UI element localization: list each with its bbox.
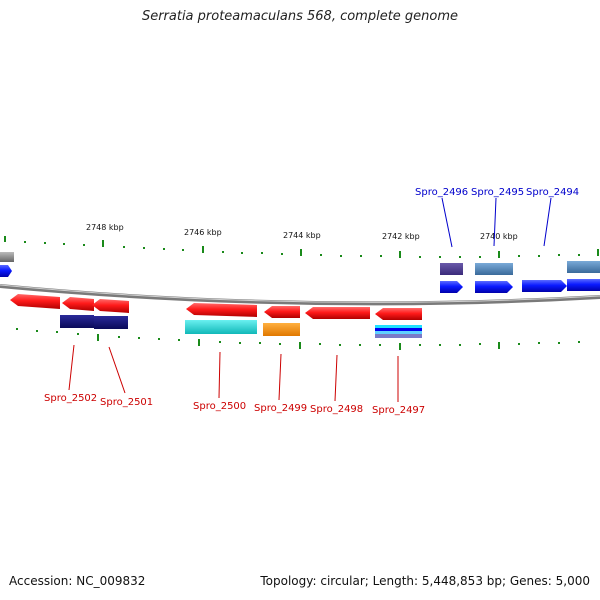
gene-red-3 bbox=[92, 299, 129, 313]
gene-spro-2494 bbox=[522, 280, 567, 292]
gene-spro-2499 bbox=[263, 323, 300, 336]
accession-text: Accession: NC_009832 bbox=[9, 574, 146, 588]
reverse-gene-labels: Spro_2502 Spro_2501 Spro_2500 Spro_2499 … bbox=[44, 344, 425, 416]
gene-red-5 bbox=[264, 306, 300, 318]
gene-spro-2501 bbox=[94, 316, 128, 329]
gene-red-2 bbox=[62, 297, 94, 311]
gene-label-spro-2500: Spro_2500 bbox=[193, 401, 246, 412]
gene-red-1 bbox=[10, 294, 60, 309]
inner-tick-row bbox=[16, 328, 580, 350]
gene-label-spro-2502: Spro_2502 bbox=[44, 393, 97, 404]
forward-gene-labels: Spro_2496 Spro_2495 Spro_2494 bbox=[415, 187, 579, 248]
genome-backbone bbox=[0, 284, 600, 306]
genome-backbone-highlight bbox=[0, 284, 600, 303]
genome-summary-text: Topology: circular; Length: 5,448,853 bp… bbox=[260, 574, 590, 588]
gene-partial-blue-right bbox=[567, 279, 600, 291]
outer-tick-row bbox=[4, 236, 599, 258]
gene-partial-steel-right bbox=[567, 261, 600, 273]
gene-partial-grey-left bbox=[0, 252, 14, 262]
gene-label-spro-2495: Spro_2495 bbox=[471, 187, 524, 198]
gene-spro-2495-outer bbox=[475, 263, 513, 275]
gene-red-4 bbox=[186, 303, 257, 317]
gene-label-spro-2494: Spro_2494 bbox=[526, 187, 579, 198]
gene-spro-2496 bbox=[440, 281, 463, 293]
gene-spro-2496-outer bbox=[440, 263, 463, 275]
gene-label-spro-2498: Spro_2498 bbox=[310, 404, 363, 415]
gene-label-spro-2496: Spro_2496 bbox=[415, 187, 468, 198]
scale-label-2742: 2742 kbp bbox=[382, 232, 420, 241]
gene-spro-2497 bbox=[375, 325, 422, 338]
page-title: Serratia proteamaculans 568, complete ge… bbox=[141, 9, 459, 24]
scale-label-2740: 2740 kbp bbox=[480, 232, 518, 241]
gene-label-spro-2501: Spro_2501 bbox=[100, 397, 153, 408]
gene-spro-2500 bbox=[185, 320, 257, 334]
gene-label-spro-2497: Spro_2497 bbox=[372, 405, 425, 416]
gene-partial-blue-left bbox=[0, 265, 12, 277]
gene-spro-2495 bbox=[475, 281, 513, 293]
scale-label-2744: 2744 kbp bbox=[283, 231, 321, 240]
scale-label-2746: 2746 kbp bbox=[184, 228, 222, 237]
scale-label-2748: 2748 kbp bbox=[86, 223, 124, 232]
gene-label-spro-2499: Spro_2499 bbox=[254, 403, 307, 414]
gene-spro-2498 bbox=[305, 307, 370, 319]
gene-spro-2502 bbox=[60, 315, 94, 328]
gene-red-6 bbox=[375, 308, 422, 320]
